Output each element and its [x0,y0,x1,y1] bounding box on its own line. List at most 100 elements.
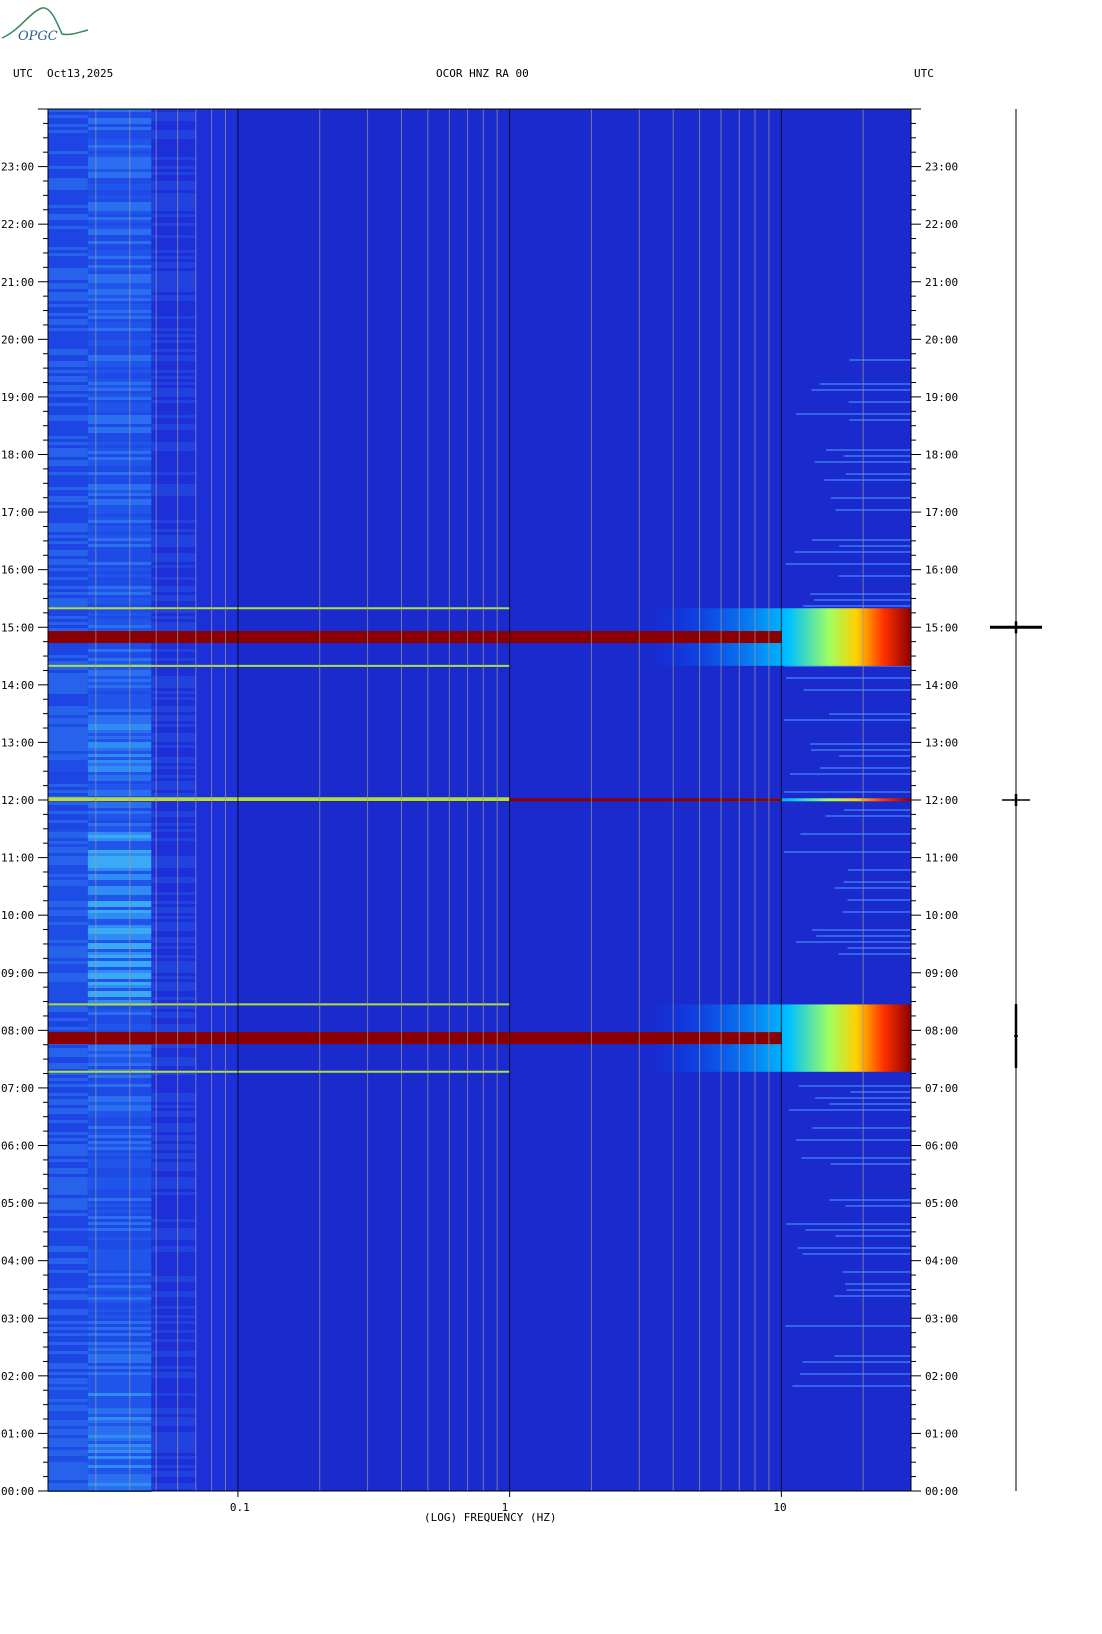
low-freq-band [87,205,152,208]
high-freq-speckle [800,833,911,835]
low-freq-band [87,214,152,217]
low-freq-band [151,118,196,121]
low-freq-band [48,352,88,355]
low-freq-band [48,1321,88,1324]
low-freq-band [87,1255,152,1258]
low-freq-band [48,415,88,418]
high-freq-speckle [812,539,911,541]
low-freq-band [151,472,196,475]
low-freq-band [151,448,196,451]
right-time-label: 05:00 [925,1197,958,1210]
low-freq-band [87,1123,152,1126]
low-freq-band [151,196,196,199]
low-freq-band [87,868,152,871]
high-freq-speckle [839,545,911,547]
low-freq-band [48,1357,88,1360]
low-freq-band [48,286,88,289]
left-time-label: 23:00 [1,161,34,174]
low-freq-band [87,433,152,436]
low-freq-band [87,538,152,541]
low-freq-band [87,352,152,355]
low-freq-band [87,847,152,850]
low-freq-band [48,898,88,901]
low-freq-band [87,1420,152,1423]
high-freq-speckle [848,401,911,403]
high-freq-speckle [816,935,911,937]
low-freq-band [48,142,88,145]
low-freq-band [87,1453,152,1456]
low-freq-band [48,178,88,181]
low-freq-band [48,1018,88,1021]
low-freq-band [87,1288,152,1291]
right-time-label: 13:00 [925,736,958,749]
low-freq-band [87,1429,152,1432]
low-freq-band [48,1381,88,1384]
low-freq-band [48,1411,88,1414]
low-freq-band [48,247,88,250]
low-freq-band [48,268,88,271]
low-freq-band [151,736,196,739]
low-freq-band [87,517,152,520]
low-freq-band [151,610,196,613]
high-freq-speckle [803,605,911,607]
low-freq-band [87,1114,152,1117]
low-freq-band [87,955,152,958]
low-freq-band [48,154,88,157]
left-time-label: 20:00 [1,333,34,346]
low-freq-band [48,166,88,169]
low-freq-band [87,895,152,898]
low-freq-band [87,670,152,673]
low-freq-band [48,1015,88,1018]
low-freq-band [48,1486,88,1489]
low-freq-band [87,1405,152,1408]
high-freq-speckle [830,497,911,499]
low-freq-band [87,559,152,562]
low-freq-band [48,454,88,457]
low-freq-band [48,445,88,448]
low-freq-band [151,838,196,841]
low-freq-band [48,1207,88,1210]
low-freq-band [48,1054,88,1057]
low-freq-band [87,940,152,943]
low-freq-band [87,1483,152,1486]
low-freq-band [87,613,152,616]
low-freq-band [87,376,152,379]
low-freq-band [87,913,152,916]
low-freq-band [87,730,152,733]
high-freq-speckle [810,743,911,745]
low-freq-band [87,175,152,178]
low-freq-band [87,724,152,727]
left-time-label: 03:00 [1,1312,34,1325]
low-freq-band [48,502,88,505]
low-freq-band [151,262,196,265]
low-freq-band [48,1318,88,1321]
low-freq-band [87,526,152,529]
low-freq-band [48,1462,88,1465]
low-freq-band [151,181,196,184]
low-freq-band [87,1390,152,1393]
low-freq-band [87,271,152,274]
low-freq-band [48,1177,88,1180]
low-freq-band [151,982,196,985]
high-freq-speckle [784,665,911,667]
low-freq-band [48,259,88,262]
low-freq-band [151,691,196,694]
low-freq-band [48,604,88,607]
low-freq-band [87,826,152,829]
low-freq-band [87,436,152,439]
low-freq-band [151,1474,196,1477]
low-freq-band [151,676,196,679]
low-freq-band [48,1333,88,1336]
low-freq-band [48,619,88,622]
low-freq-band [48,265,88,268]
low-freq-band [87,877,152,880]
low-freq-band [48,298,88,301]
low-freq-band [48,1432,88,1435]
low-freq-band [48,1213,88,1216]
low-freq-band [151,1012,196,1015]
low-freq-band [87,346,152,349]
low-freq-band [48,1399,88,1402]
low-freq-band [48,520,88,523]
low-freq-band [48,1429,88,1432]
low-freq-band [87,349,152,352]
